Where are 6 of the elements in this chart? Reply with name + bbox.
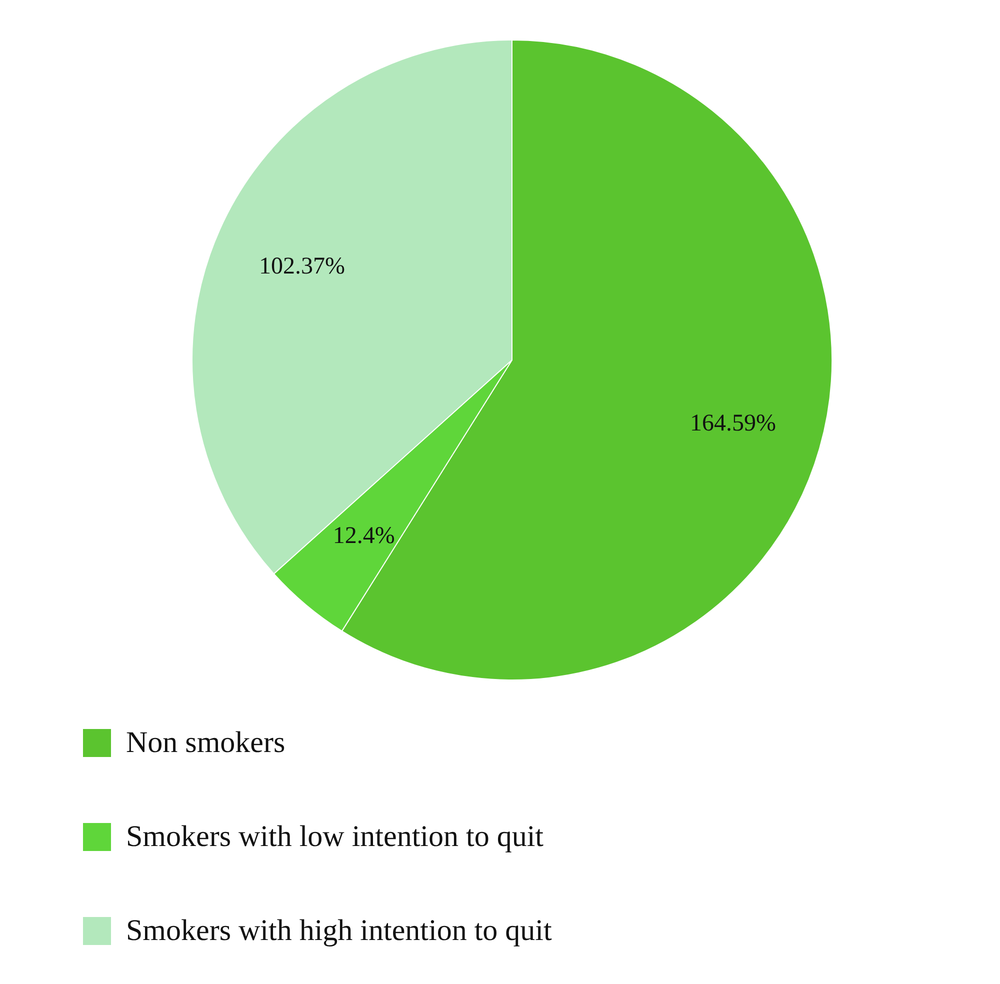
legend-label: Non smokers (126, 726, 286, 759)
data-label: 102.37% (258, 253, 345, 280)
legend-label: Smokers with high intention to quit (126, 914, 552, 947)
legend-label: Smokers with low intention to quit (126, 820, 544, 853)
data-label: 12.4% (332, 522, 395, 549)
data-label: 164.59% (690, 410, 776, 437)
